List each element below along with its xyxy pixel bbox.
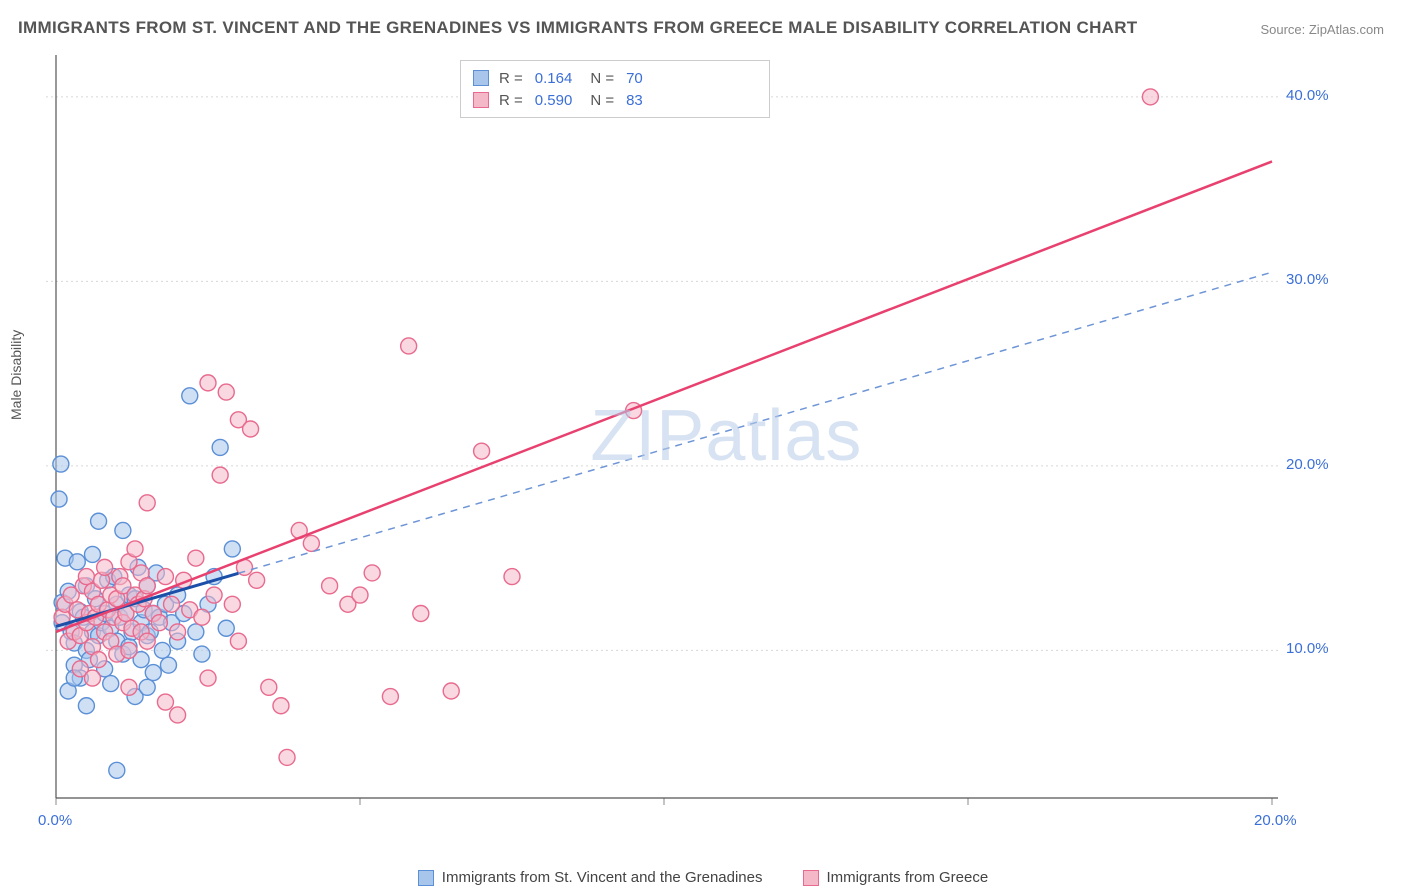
n-value: 83 [626,92,643,109]
source-attribution: Source: ZipAtlas.com [1260,22,1384,37]
legend-swatch-icon [418,870,434,886]
r-label: R = [499,70,523,87]
y-tick-label: 30.0% [1286,271,1329,288]
y-tick-label: 40.0% [1286,87,1329,104]
legend-swatch-icon [473,92,489,108]
x-tick-label: 0.0% [38,812,72,829]
y-tick-label: 20.0% [1286,456,1329,473]
legend-swatch-icon [473,70,489,86]
series-legend: Immigrants from St. Vincent and the Gren… [0,869,1406,886]
x-tick-label: 20.0% [1254,812,1297,829]
legend-row: R = 0.590 N = 83 [473,89,757,111]
legend-item: Immigrants from Greece [803,869,989,886]
legend-label: Immigrants from Greece [827,869,989,886]
n-value: 70 [626,70,643,87]
scatter-plot [46,50,1342,834]
r-value: 0.164 [535,70,573,87]
legend-swatch-icon [803,870,819,886]
legend-label: Immigrants from St. Vincent and the Gren… [442,869,763,886]
y-tick-label: 10.0% [1286,640,1329,657]
r-label: R = [499,92,523,109]
r-value: 0.590 [535,92,573,109]
legend-item: Immigrants from St. Vincent and the Gren… [418,869,763,886]
n-label: N = [590,92,614,109]
n-label: N = [590,70,614,87]
chart-title: IMMIGRANTS FROM ST. VINCENT AND THE GREN… [18,18,1138,38]
y-axis-label: Male Disability [8,330,24,420]
correlation-legend: R = 0.164 N = 70 R = 0.590 N = 83 [460,60,770,118]
legend-row: R = 0.164 N = 70 [473,67,757,89]
